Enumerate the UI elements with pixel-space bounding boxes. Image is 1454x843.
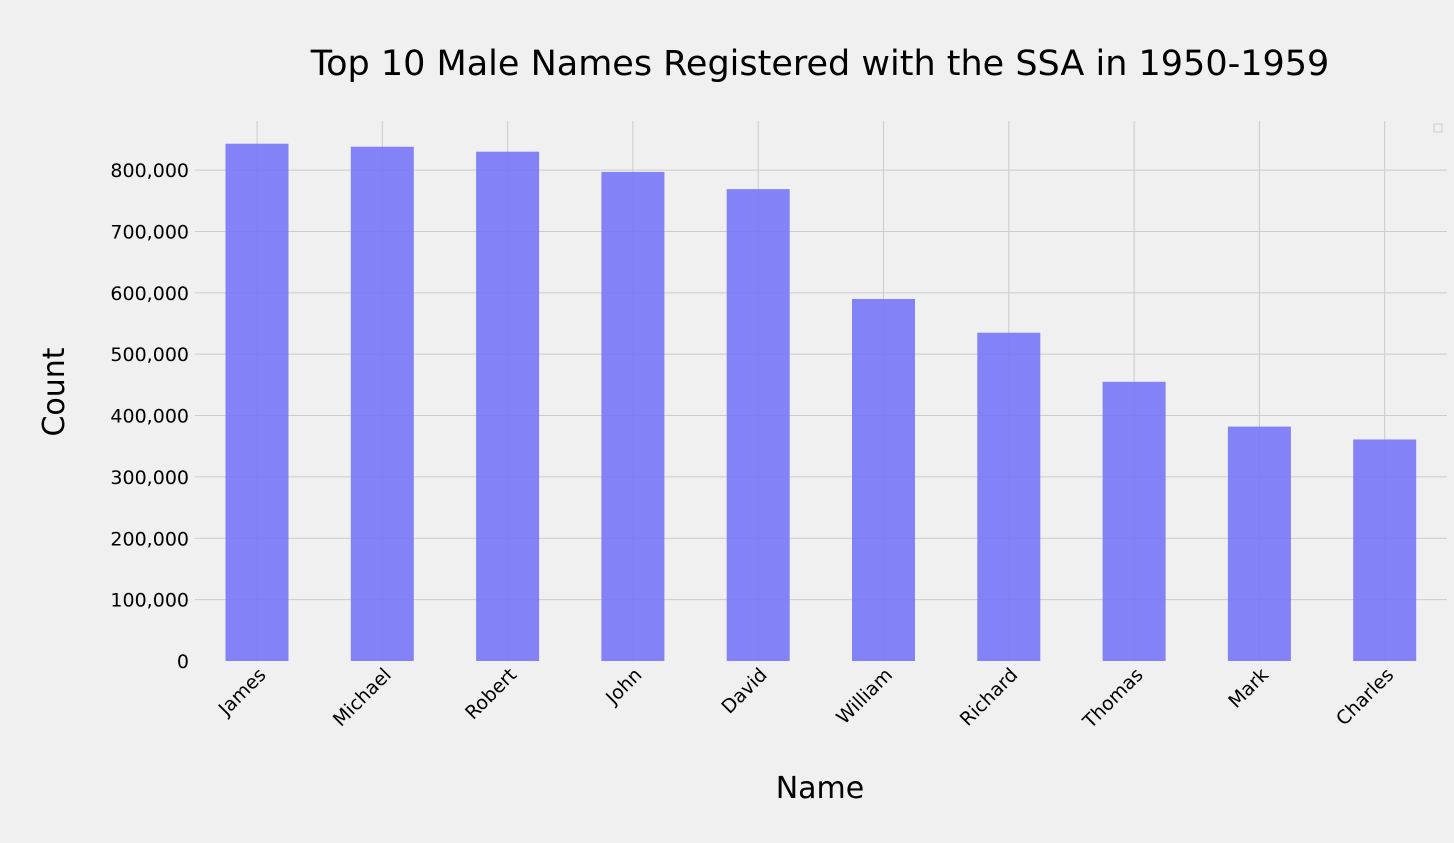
x-tick-label: Richard [956, 664, 1023, 731]
bar-james [225, 143, 289, 662]
x-tick-label: David [717, 664, 771, 718]
y-tick-label: 400,000 [110, 406, 189, 428]
x-tick-label: John [601, 664, 646, 709]
bar-robert [476, 151, 540, 661]
bar-richard [977, 332, 1041, 661]
y-tick-label: 800,000 [110, 160, 189, 182]
y-tick-label: 700,000 [110, 221, 189, 243]
bar-michael [350, 146, 414, 662]
y-tick-label: 500,000 [110, 344, 189, 366]
bar-william [852, 298, 915, 661]
y-tick-label: 600,000 [110, 283, 189, 305]
bar-charles [1353, 439, 1417, 661]
bar-thomas [1102, 381, 1166, 661]
bar-john [601, 171, 665, 661]
chart-title: Top 10 Male Names Registered with the SS… [310, 44, 1330, 84]
x-tick-label: Robert [461, 664, 521, 724]
y-axis-label: Count [37, 347, 72, 436]
x-tick-label: William [832, 664, 897, 729]
x-tick-label: Charles [1332, 664, 1398, 730]
x-tick-label: James [214, 664, 271, 721]
x-tick-label: Thomas [1078, 664, 1148, 734]
x-axis-label: Name [776, 771, 865, 806]
x-tick-label: Mark [1224, 664, 1273, 713]
bars [225, 143, 1417, 662]
bar-david [726, 189, 790, 661]
y-tick-label: 200,000 [110, 528, 189, 550]
y-tick-label: 300,000 [110, 467, 189, 489]
y-tick-label: 0 [177, 651, 189, 673]
y-tick-label: 100,000 [110, 590, 189, 612]
legend-box [1433, 123, 1443, 133]
x-tick-label: Michael [329, 664, 396, 731]
bar-mark [1227, 426, 1291, 661]
